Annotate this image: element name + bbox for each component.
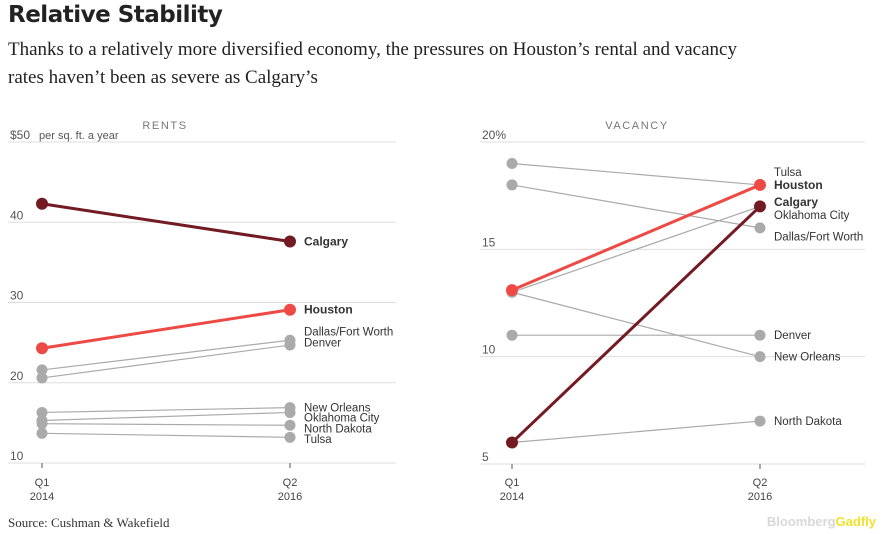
vacancy-houston-label: Houston — [774, 178, 823, 192]
rents-dallas-fort-worth-point-start — [36, 364, 48, 376]
rents-denver-point-start — [36, 372, 48, 384]
brand-part-1: Bloomberg — [766, 514, 836, 529]
rents-dallas-fort-worth-line — [41, 339, 291, 371]
rents-tulsa-line — [41, 432, 291, 438]
rents-calgary-label: Calgary — [304, 235, 348, 249]
vacancy-y-tick-10: 10 — [482, 343, 496, 357]
rents-x-label-bottom-0: 2014 — [30, 491, 54, 503]
rents-denver-label: Denver — [304, 338, 341, 350]
vacancy-x-label-top-0: Q1 — [505, 477, 520, 489]
rents-new-orleans-line — [41, 407, 291, 414]
brand-logo: BloombergGadfly — [767, 514, 876, 529]
rents-panel-title: RENTS — [142, 120, 187, 132]
vacancy-denver-label: Denver — [774, 330, 811, 342]
vacancy-calgary-point-start — [506, 436, 518, 449]
rents-denver-point-end — [284, 339, 296, 351]
rents-houston-line — [41, 308, 291, 350]
vacancy-tulsa-label: Tulsa — [774, 167, 802, 179]
rents-x-label-top-1: Q2 — [283, 477, 298, 489]
vacancy-y-tick-15: 15 — [482, 235, 496, 249]
vacancy-calgary-label: Calgary — [774, 195, 818, 209]
vacancy-dallas-fort-worth-label: Dallas/Fort Worth — [774, 231, 863, 243]
vacancy-y-tick-20: 20% — [482, 128, 506, 142]
vacancy-tulsa-point-start — [506, 157, 518, 169]
rents-denver-line — [41, 344, 291, 379]
vacancy-calgary-point-end — [754, 200, 766, 213]
vacancy-new-orleans-label: New Orleans — [774, 352, 841, 364]
vacancy-houston-point-end — [754, 178, 766, 191]
rents-houston-label: Houston — [304, 303, 353, 317]
chart-subtitle: Thanks to a relatively more diversified … — [8, 39, 737, 88]
rents-calgary-point-end — [284, 235, 296, 248]
source-note: Source: Cushman & Wakefield — [8, 515, 170, 530]
brand-part-2: Gadfly — [835, 514, 876, 529]
rents-north-dakota-point-start — [36, 418, 48, 430]
rents-new-orleans-label: New Orleans — [304, 403, 371, 415]
rents-oklahoma-city-line — [41, 411, 291, 422]
vacancy-x-label-bottom-1: 2016 — [748, 491, 772, 503]
rents-tulsa-point-end — [284, 431, 296, 443]
rents-y-tick-30: 30 — [10, 289, 24, 303]
rents-tulsa-point-start — [36, 427, 48, 439]
rents-y-tick-10: 10 — [10, 449, 24, 463]
rents-houston-point-start — [36, 342, 48, 355]
vacancy-denver-point-end — [754, 329, 766, 341]
vacancy-north-dakota-line — [511, 420, 761, 444]
rents-y-tick-50: $50 — [10, 128, 30, 142]
vacancy-dallas-fort-worth-point-start — [506, 179, 518, 191]
vacancy-north-dakota-label: North Dakota — [774, 416, 842, 428]
rents-north-dakota-point-end — [284, 419, 296, 431]
vacancy-x-label-top-1: Q2 — [753, 477, 768, 489]
vacancy-denver-point-start — [506, 329, 518, 341]
vacancy-houston-point-start — [506, 284, 518, 297]
vacancy-new-orleans-point-end — [754, 351, 766, 363]
vacancy-tulsa-line — [511, 162, 761, 186]
rents-dallas-fort-worth-label: Dallas/Fort Worth — [304, 326, 393, 338]
chart-title: Relative Stability — [8, 2, 223, 28]
rents-tulsa-label: Tulsa — [304, 434, 332, 446]
vacancy-north-dakota-point-end — [754, 415, 766, 427]
rents-calgary-line — [41, 202, 291, 243]
vacancy-houston-line — [511, 183, 761, 292]
rents-houston-point-end — [284, 303, 296, 316]
rents-oklahoma-city-point-end — [284, 406, 296, 418]
rents-calgary-point-start — [36, 197, 48, 210]
rents-x-label-top-0: Q1 — [35, 477, 50, 489]
rents-oklahoma-city-label: Oklahoma City — [304, 412, 380, 424]
vacancy-dallas-fort-worth-point-end — [754, 222, 766, 234]
vacancy-calgary-line — [510, 205, 762, 444]
rents-unit-label: per sq. ft. a year — [39, 130, 119, 142]
vacancy-dallas-fort-worth-line — [511, 184, 761, 229]
rents-north-dakota-line — [41, 423, 291, 426]
vacancy-oklahoma-city-label: Oklahoma City — [774, 210, 850, 222]
rents-x-label-bottom-1: 2016 — [278, 491, 302, 503]
vacancy-panel-title: VACANCY — [605, 120, 669, 132]
rents-north-dakota-label: North Dakota — [304, 423, 372, 435]
rents-new-orleans-point-start — [36, 406, 48, 418]
rents-y-tick-40: 40 — [10, 208, 24, 222]
vacancy-x-label-bottom-0: 2014 — [500, 491, 524, 503]
vacancy-y-tick-5: 5 — [482, 450, 489, 464]
rents-y-tick-20: 20 — [10, 369, 24, 383]
